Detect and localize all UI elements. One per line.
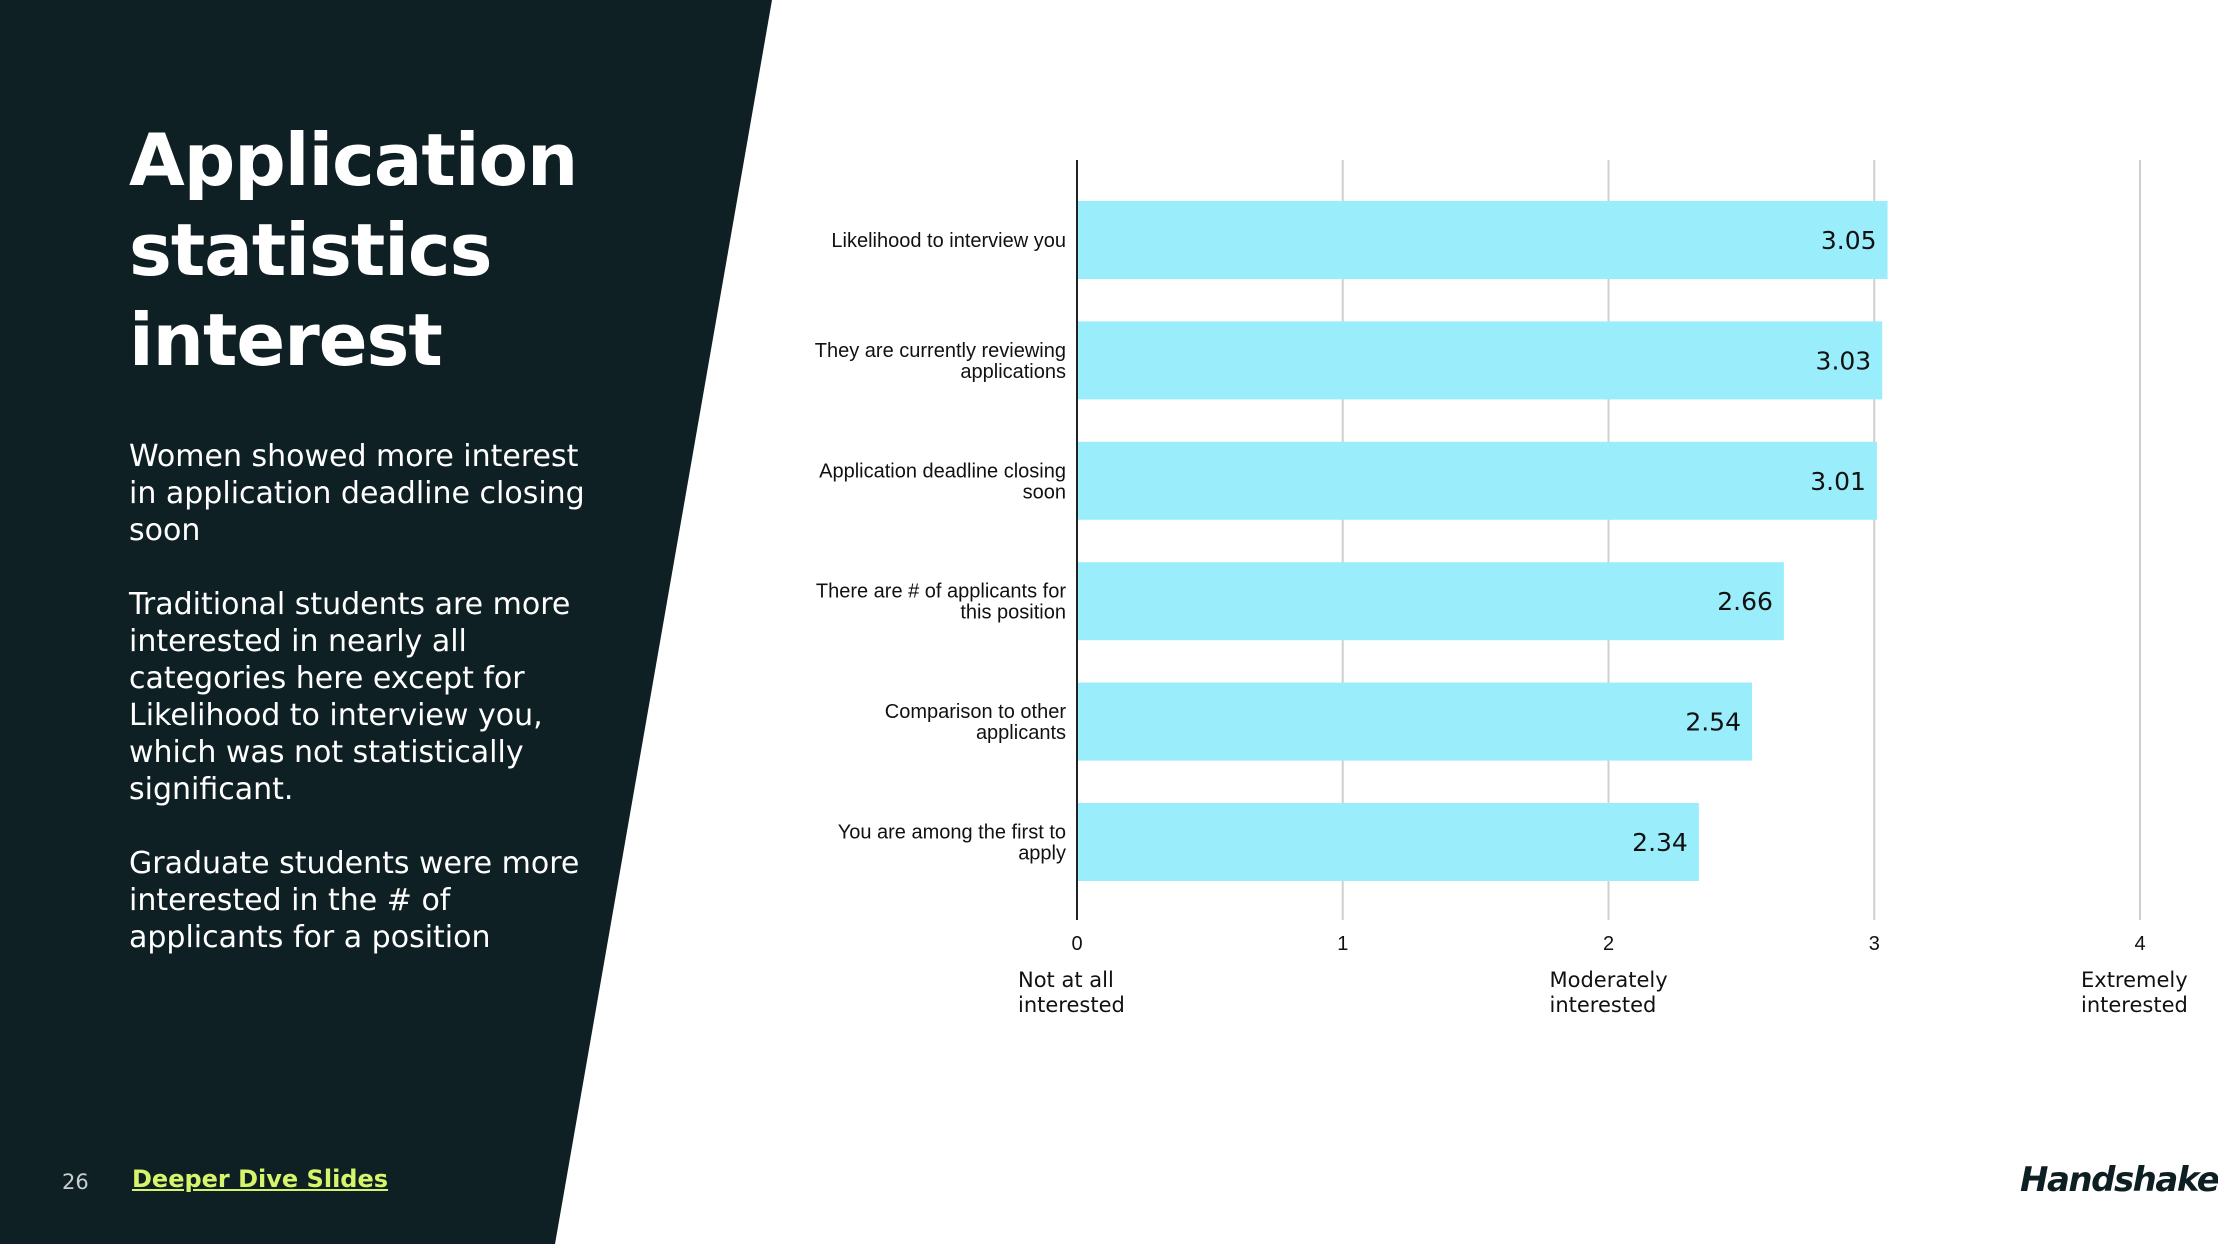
x-tick-label: 1 (1337, 933, 1348, 955)
category-label: applicants (976, 722, 1066, 744)
category-label: Comparison to other (885, 701, 1067, 723)
deeper-dive-link[interactable]: Deeper Dive Slides (132, 1165, 389, 1193)
scale-anchor-label: Not at all (1018, 968, 1114, 992)
title-line-1: Application (129, 118, 578, 202)
data-label: 2.66 (1717, 587, 1773, 616)
scale-anchor-label: interested (1018, 993, 1125, 1017)
category-label: apply (1018, 843, 1066, 865)
category-label: applications (960, 361, 1066, 383)
bar (1077, 321, 1883, 400)
x-tick-label: 3 (1869, 933, 1880, 955)
page-number: 26 (62, 1170, 89, 1194)
scale-anchor-label: Moderately (1550, 968, 1668, 992)
category-label: soon (1023, 481, 1066, 503)
x-tick-label: 4 (2134, 933, 2145, 955)
data-label: 3.01 (1810, 467, 1866, 496)
category-label: There are # of applicants for (816, 581, 1066, 603)
data-label: 3.05 (1821, 226, 1877, 255)
category-label: this position (960, 602, 1066, 624)
data-label: 2.54 (1685, 708, 1741, 737)
category-label: You are among the first to (838, 822, 1066, 844)
finding-women: Women showed more interest in applicatio… (129, 439, 585, 548)
bar (1077, 201, 1888, 279)
bar (1077, 803, 1699, 881)
title-line-3: interest (129, 298, 443, 382)
bar (1077, 562, 1784, 641)
data-label: 2.34 (1632, 828, 1688, 857)
data-label: 3.03 (1816, 346, 1872, 375)
scale-anchor-label: interested (1550, 993, 1657, 1017)
slide-title: Application statistics interest (129, 115, 649, 385)
finding-graduate-students: Graduate students were more interested i… (129, 846, 580, 955)
category-label: They are currently reviewing (815, 340, 1066, 362)
finding-traditional-students: Traditional students are more interested… (129, 587, 571, 807)
x-tick-label: 0 (1071, 933, 1082, 955)
scale-anchor-label: interested (2081, 993, 2188, 1017)
bar (1077, 682, 1753, 761)
handshake-logo: Handshake (2020, 1160, 2218, 1200)
bar (1077, 441, 1877, 520)
title-line-2: statistics (129, 208, 492, 292)
x-tick-label: 2 (1603, 933, 1614, 955)
scale-anchor-label: Extremely (2081, 968, 2188, 992)
category-label: Likelihood to interview you (831, 230, 1066, 252)
category-label: Application deadline closing (819, 460, 1066, 482)
